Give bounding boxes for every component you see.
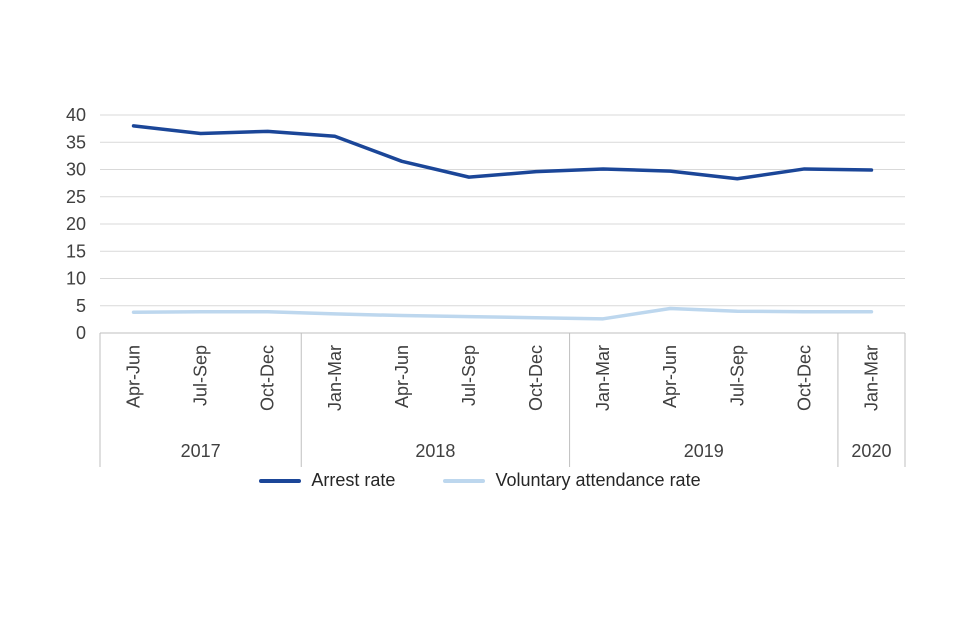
x-category-label: Jul-Sep (459, 345, 479, 406)
x-category-label: Apr-Jun (124, 345, 144, 408)
year-label: 2018 (415, 441, 455, 461)
y-tick-label: 20 (66, 214, 86, 234)
year-label: 2017 (181, 441, 221, 461)
legend-item-voluntary-attendance-rate: Voluntary attendance rate (443, 470, 701, 491)
x-category-label: Apr-Jun (392, 345, 412, 408)
x-category-label: Oct-Dec (258, 345, 278, 411)
y-tick-label: 0 (76, 323, 86, 343)
x-category-label: Apr-Jun (660, 345, 680, 408)
x-category-label: Jul-Sep (191, 345, 211, 406)
series-line-voluntary-attendance-rate (131, 306, 874, 321)
y-tick-label: 35 (66, 132, 86, 152)
legend-line-swatch-arrest-rate (259, 478, 302, 483)
x-category-label: Jan-Mar (325, 345, 345, 411)
legend-label-arrest-rate: Arrest rate (311, 470, 396, 490)
y-tick-label: 25 (66, 187, 86, 207)
y-tick-label: 5 (76, 296, 86, 316)
chart-legend: Arrest rate Voluntary attendance rate (0, 470, 960, 491)
y-tick-label: 30 (66, 160, 86, 180)
series-line-arrest-rate (131, 124, 874, 181)
legend-label-voluntary-attendance-rate: Voluntary attendance rate (495, 470, 701, 490)
x-category-label: Jan-Mar (861, 345, 881, 411)
year-label: 2020 (851, 441, 891, 461)
legend-line-swatch-voluntary-attendance-rate (443, 478, 486, 483)
y-tick-label: 40 (66, 105, 86, 125)
y-tick-label: 10 (66, 269, 86, 289)
y-tick-label: 15 (66, 241, 86, 261)
x-category-label: Jan-Mar (593, 345, 613, 411)
x-category-label: Jul-Sep (727, 345, 747, 406)
x-category-label: Oct-Dec (526, 345, 546, 411)
year-label: 2019 (684, 441, 724, 461)
legend-item-arrest-rate: Arrest rate (259, 470, 395, 491)
x-category-label: Oct-Dec (794, 345, 814, 411)
